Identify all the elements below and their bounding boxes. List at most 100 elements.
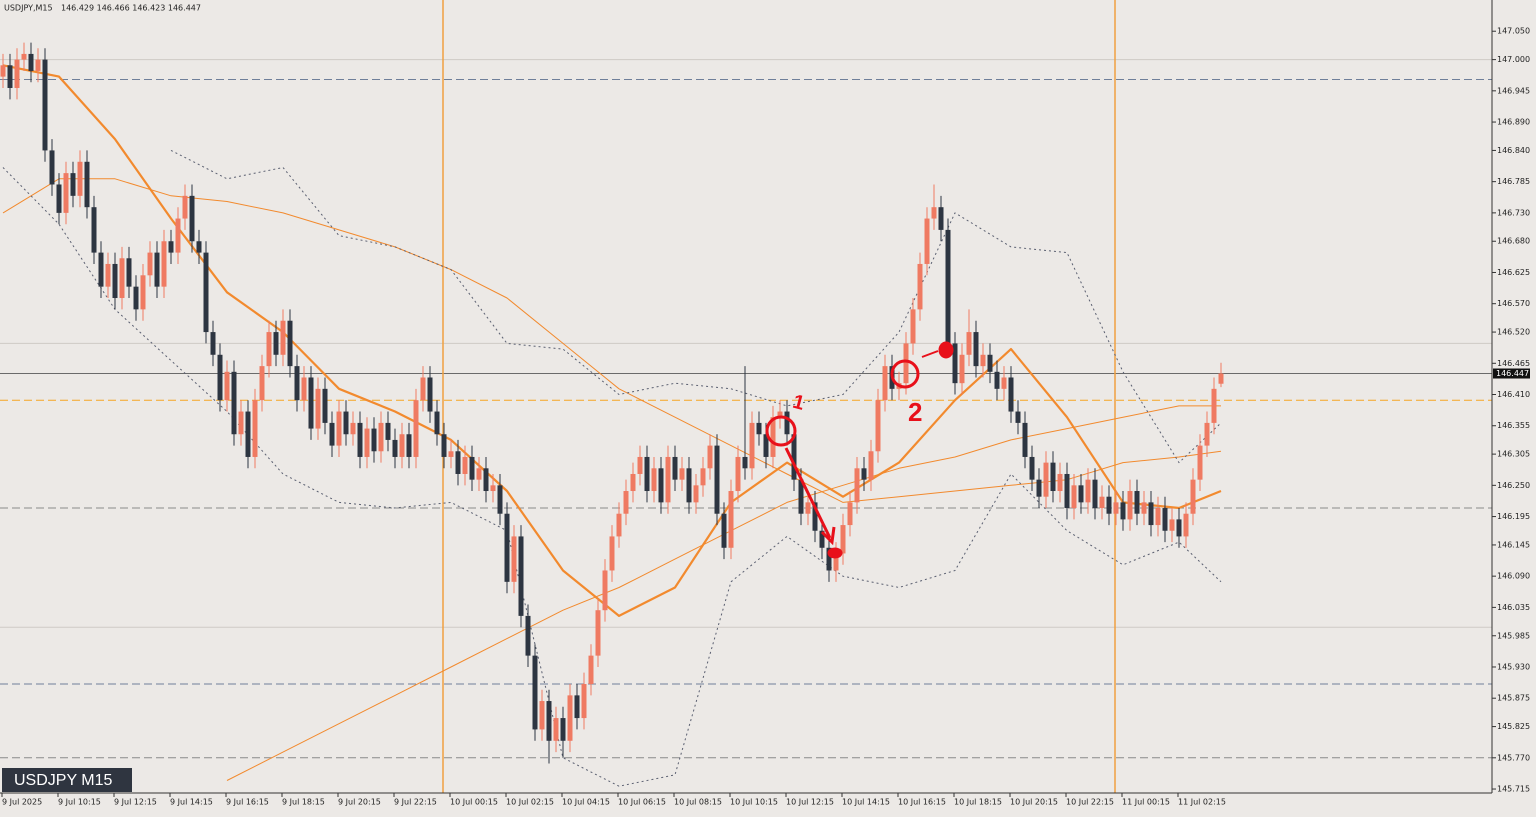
y-tick-label: 146.250 [1497,481,1530,490]
x-tick-label: 10 Jul 22:15 [1066,798,1114,807]
ohlc-text: 146.429 146.466 146.423 146.447 [61,4,201,13]
candle-body [721,513,727,548]
candle-body [1015,411,1021,423]
candle-body [630,473,636,492]
candle-body [700,468,706,486]
candle-body [644,456,650,492]
candle-body [427,377,433,412]
candle-body [588,655,594,685]
x-tick-label: 10 Jul 02:15 [506,798,554,807]
watermark: USDJPY M15 [14,772,113,789]
last-price-label: 146.447 [1496,369,1529,378]
y-tick-label: 146.785 [1497,177,1530,186]
annotation-arrowhead [820,526,836,546]
candle-body [728,491,734,548]
y-tick-label: 146.570 [1497,299,1530,308]
candle-body [434,411,440,435]
candle-body [1190,479,1196,514]
candle-body [756,422,762,435]
candle-body [1211,388,1217,423]
candle-body [245,411,251,457]
x-tick-label: 9 Jul 12:15 [114,798,157,807]
x-tick-label: 9 Jul 2025 [2,798,42,807]
candle-body [91,207,97,253]
candle-body [518,536,524,616]
candle-body [175,218,181,253]
candle-body [658,468,664,503]
indicator-line [2,167,1222,787]
candle-body [812,502,818,531]
y-tick-label: 146.145 [1497,540,1530,549]
candle-body [686,468,692,503]
candle-body [56,184,62,213]
candle-body [266,332,272,367]
y-tick-label: 145.770 [1497,753,1530,762]
candle-body [1197,445,1203,480]
candle-body [455,451,461,474]
annotation-circle [765,415,797,447]
candle-body [252,400,258,457]
candle-body [294,366,300,401]
candle-body [441,434,447,457]
y-tick-label: 146.890 [1497,118,1530,127]
y-tick-label: 146.410 [1497,390,1530,399]
watermark-box [2,768,132,792]
indicator-line [170,149,1222,464]
candle-body [49,150,55,185]
x-tick-label: 10 Jul 08:15 [674,798,722,807]
candle-body [777,411,783,418]
y-tick-label: 146.840 [1497,146,1530,155]
annotation-arrow [921,350,939,358]
candle-body [140,275,146,310]
candle-body [448,451,454,457]
candle-body [959,354,965,384]
candle-body [714,445,720,514]
candle-body [637,456,643,474]
candle-body [574,695,580,719]
candle-body [287,320,293,367]
candle-body [952,343,958,384]
candle-body [1008,377,1014,412]
candle-body [1022,422,1028,457]
y-tick-label: 145.825 [1497,722,1530,731]
candle-body [819,530,825,548]
candle-body [42,59,48,151]
candle-body [973,332,979,367]
annotation-circle [890,359,920,389]
candle-body [1120,502,1126,520]
last-price-box [1493,368,1530,379]
x-tick-label: 10 Jul 18:15 [954,798,1002,807]
y-tick-label: 146.465 [1497,359,1530,368]
candle-body [98,252,104,287]
candle-body [749,422,755,469]
x-tick-label: 10 Jul 10:15 [730,798,778,807]
candle-body [322,388,328,423]
x-tick-label: 9 Jul 14:15 [170,798,213,807]
candle-body [672,456,678,480]
candle-body [357,422,363,457]
x-tick-label: 9 Jul 22:15 [394,798,437,807]
y-tick-label: 146.090 [1497,572,1530,581]
x-tick-label: 9 Jul 20:15 [338,798,381,807]
candle-body [910,309,916,344]
candle-body [7,65,13,88]
candle-body [77,161,83,196]
candle-body [1092,479,1098,509]
candle-body [567,695,573,741]
candle-body [154,252,160,287]
candle-body [301,377,307,401]
candle-body [28,53,34,71]
candle-body [994,371,1000,389]
candle-body [966,332,972,355]
x-tick-label: 10 Jul 14:15 [842,798,890,807]
candle-body [483,468,489,492]
candle-body [511,536,517,582]
x-tick-label: 10 Jul 12:15 [786,798,834,807]
y-tick-label: 146.730 [1497,208,1530,217]
x-tick-label: 10 Jul 20:15 [1010,798,1058,807]
candle-body [1218,373,1224,384]
candle-body [847,502,853,526]
y-tick-label: 146.625 [1497,268,1530,277]
